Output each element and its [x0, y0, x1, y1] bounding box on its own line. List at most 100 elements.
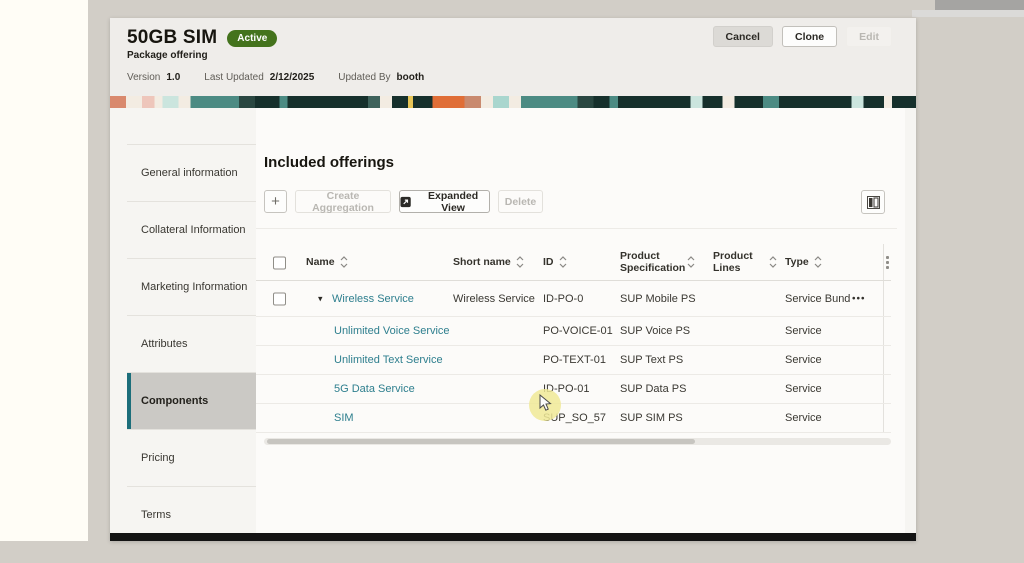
sidebar-item-label: Terms — [141, 508, 171, 521]
sidebar-item-attributes[interactable]: Attributes — [127, 315, 256, 372]
sidebar-item-terms[interactable]: Terms — [127, 486, 256, 533]
cell-product-specification: SUP Mobile PS — [620, 292, 696, 305]
expanded-view-label: Expanded View — [428, 189, 479, 214]
cell-product-specification: SUP Text PS — [620, 354, 684, 366]
column-header-name[interactable]: Name — [306, 244, 348, 280]
cell-product-specification: SUP Voice PS — [620, 325, 691, 337]
horizontal-scrollbar[interactable] — [264, 438, 891, 445]
table-row[interactable]: SIM SUP_SO_57 SUP SIM PS Service — [256, 404, 891, 433]
page-title: 50GB SIM — [127, 27, 218, 48]
sidebar-nav: General information Collateral Informati… — [127, 144, 256, 533]
offering-link[interactable]: 5G Data Service — [334, 383, 415, 395]
offerings-table: Name Short name ID Product Specific — [256, 244, 891, 433]
version-label: Version — [127, 72, 161, 83]
last-updated-label: Last Updated — [204, 72, 264, 83]
offering-link[interactable]: Unlimited Text Service — [334, 354, 443, 366]
background-bar-top-right — [935, 0, 1024, 10]
horizontal-scrollbar-thumb[interactable] — [267, 439, 695, 444]
sidebar-item-label: Pricing — [141, 452, 175, 464]
content-area: General information Collateral Informati… — [110, 108, 916, 533]
vertical-scrollbar[interactable] — [885, 256, 889, 269]
status-badge: Active — [227, 29, 278, 47]
meta-row: Version 1.0 Last Updated 2/12/2025 Updat… — [127, 72, 424, 83]
row-checkbox[interactable] — [273, 292, 286, 305]
expanded-view-icon — [400, 196, 411, 207]
table-row[interactable]: 5G Data Service ID-PO-01 SUP Data PS Ser… — [256, 375, 891, 404]
decorative-banner — [110, 96, 916, 108]
sidebar-item-pricing[interactable]: Pricing — [127, 429, 256, 486]
table-row[interactable]: Unlimited Voice Service PO-VOICE-01 SUP … — [256, 317, 891, 346]
cell-id: ID-PO-01 — [543, 383, 590, 395]
page-header: 50GB SIM Active Package offering Version… — [110, 18, 916, 96]
table-row[interactable]: Unlimited Text Service PO-TEXT-01 SUP Te… — [256, 346, 891, 375]
row-actions-button[interactable]: ••• — [852, 293, 866, 304]
version-value: 1.0 — [166, 72, 181, 83]
add-offering-button[interactable]: + — [264, 190, 287, 213]
columns-icon — [866, 195, 880, 209]
cell-id: SUP_SO_57 — [543, 412, 606, 424]
sort-icon[interactable] — [340, 256, 348, 268]
edit-button[interactable]: Edit — [846, 26, 892, 47]
sort-icon[interactable] — [814, 256, 822, 268]
clone-button[interactable]: Clone — [781, 26, 838, 47]
sort-icon[interactable] — [769, 256, 777, 268]
table-row[interactable]: ▾ Wireless Service Wireless Service ID-P… — [256, 281, 891, 317]
sidebar-item-components[interactable]: Components — [127, 372, 256, 429]
sidebar-item-label: Attributes — [141, 338, 188, 350]
select-all-checkbox[interactable] — [273, 256, 286, 270]
table-toolbar: + Create Aggregation Expanded View Delet… — [264, 190, 897, 215]
expand-caret-icon[interactable]: ▾ — [318, 293, 323, 303]
expanded-view-button[interactable]: Expanded View — [399, 189, 490, 214]
column-header-short-name[interactable]: Short name — [453, 244, 524, 280]
cell-type: Service — [785, 325, 822, 337]
column-label: Product Specification — [620, 249, 686, 274]
cancel-button[interactable]: Cancel — [712, 26, 773, 47]
offering-link[interactable]: Unlimited Voice Service — [334, 325, 450, 337]
cell-type: Service Bund — [785, 292, 851, 305]
cell-short-name: Wireless Service — [453, 292, 535, 305]
background-bar-top-right-light — [912, 10, 1024, 17]
column-header-product-lines[interactable]: Product Lines — [713, 244, 777, 280]
cell-type: Service — [785, 412, 822, 424]
sidebar-item-label: General information — [141, 167, 238, 179]
cell-product-specification: SUP SIM PS — [620, 412, 683, 424]
last-updated-value: 2/12/2025 — [269, 72, 315, 83]
sort-icon[interactable] — [516, 256, 524, 268]
column-label: Name — [306, 255, 335, 268]
column-label: Type — [785, 255, 809, 268]
column-header-type[interactable]: Type — [785, 244, 822, 280]
column-label: Product Lines — [713, 249, 753, 274]
main-panel: Included offerings + Create Aggregation … — [256, 108, 905, 533]
column-label: Short name — [453, 255, 511, 268]
cell-type: Service — [785, 383, 822, 395]
manage-columns-button[interactable] — [861, 190, 885, 214]
background-panel-left — [0, 0, 88, 541]
sidebar-item-general-information[interactable]: General information — [127, 144, 256, 201]
toolbar-divider — [256, 228, 897, 229]
table-right-divider — [883, 244, 884, 433]
sidebar-item-collateral-information[interactable]: Collateral Information — [127, 201, 256, 258]
sidebar-item-label: Collateral Information — [141, 224, 246, 236]
updated-by-label: Updated By — [338, 72, 391, 83]
page-subtitle: Package offering — [127, 50, 208, 61]
delete-button[interactable]: Delete — [498, 190, 543, 213]
sidebar-item-marketing-information[interactable]: Marketing Information — [127, 258, 256, 315]
offering-link[interactable]: SIM — [334, 412, 354, 424]
sort-icon[interactable] — [687, 256, 695, 268]
sidebar-item-label: Components — [141, 395, 209, 407]
updated-by-value: booth — [396, 72, 425, 83]
cell-product-specification: SUP Data PS — [620, 383, 687, 395]
column-label: ID — [543, 255, 554, 268]
cell-id: PO-VOICE-01 — [543, 325, 613, 337]
section-heading: Included offerings — [264, 154, 395, 171]
table-header-row: Name Short name ID Product Specific — [256, 244, 891, 281]
column-header-id[interactable]: ID — [543, 244, 567, 280]
column-header-product-specification[interactable]: Product Specification — [620, 244, 714, 280]
cell-id: ID-PO-0 — [543, 292, 584, 305]
app-window: 50GB SIM Active Package offering Version… — [110, 18, 916, 541]
sort-icon[interactable] — [559, 256, 567, 268]
create-aggregation-button[interactable]: Create Aggregation — [295, 190, 391, 214]
offering-link[interactable]: Wireless Service — [332, 292, 414, 305]
cell-type: Service — [785, 354, 822, 366]
sidebar-item-label: Marketing Information — [141, 281, 248, 293]
